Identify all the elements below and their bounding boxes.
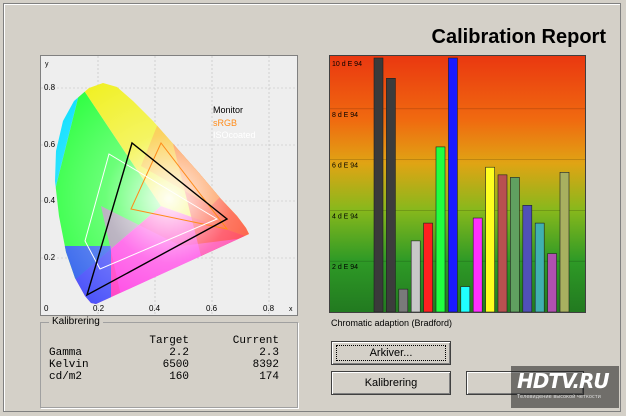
row-current: 174 (259, 371, 279, 383)
y-tick-label: 2 d E 94 (332, 264, 358, 271)
legend-srgb: sRGB (213, 118, 237, 128)
bar (448, 57, 458, 312)
table-row: Kelvin 6500 8392 (49, 359, 279, 371)
isocoated-gamut (84, 153, 219, 270)
bar (559, 172, 570, 312)
x-tick: 0.6 (206, 304, 218, 313)
bar (485, 166, 495, 312)
row-current: 2.3 (259, 347, 279, 359)
bar (460, 286, 471, 312)
bar (522, 205, 533, 312)
x-tick: 0.4 (149, 304, 161, 313)
row-current: 8392 (252, 359, 279, 371)
row-target: 6500 (162, 359, 189, 371)
bar (435, 146, 446, 312)
header-cell (49, 335, 109, 347)
row-target: 160 (169, 371, 189, 383)
x-axis-label: x (289, 306, 293, 313)
bar-chart-caption: Chromatic adaption (Bradford) (331, 318, 453, 328)
bar (423, 222, 433, 312)
cie-diagram: y 0.8 0.6 0.4 0.2 0 0.2 0.4 0.6 0.8 x Mo… (40, 55, 298, 316)
watermark-subtext: Телевидение высокой четкости (517, 394, 601, 400)
table-header: Target Current (49, 335, 279, 347)
y-tick-label: 4 d E 94 (332, 213, 358, 220)
legend-monitor: Monitor (213, 105, 243, 115)
y-tick: 0.4 (44, 196, 56, 205)
y-axis-label: y (45, 61, 49, 68)
group-label: Kalibrering (49, 316, 103, 327)
row-label: Kelvin (49, 359, 89, 371)
bar (472, 217, 483, 312)
focus-ring (336, 345, 446, 361)
header-target: Target (149, 335, 189, 347)
table-row: Gamma 2.2 2.3 (49, 347, 279, 359)
bar (373, 57, 384, 312)
report-window (3, 3, 621, 412)
x-tick: 0.8 (263, 304, 275, 313)
row-label: Gamma (49, 347, 83, 359)
bar-chart-svg: 10 d E 94 8 d E 94 6 d E 94 4 d E 94 2 d E 9… (330, 57, 585, 312)
watermark-logo-text: HDTV.RU (517, 369, 610, 393)
hdtv-watermark: HDTV.RU Телевидение высокой четкости (511, 366, 619, 408)
kalibrering-group: Kalibrering Target Current Gamma 2.2 2.3… (40, 316, 298, 408)
y-tick: 0.8 (44, 83, 56, 92)
page-title: Calibration Report (431, 26, 606, 48)
legend-isocoated: ISOcoated (213, 130, 256, 140)
header-current: Current (232, 335, 279, 347)
bar (510, 177, 520, 312)
delta-e-chart: 10 d E 94 8 d E 94 6 d E 94 4 d E 94 2 d E 9… (329, 55, 586, 313)
bar (410, 240, 421, 312)
row-target: 2.2 (169, 347, 189, 359)
y-tick: 0.2 (44, 253, 56, 262)
x-tick: 0.2 (93, 304, 105, 313)
cie-svg: y 0.8 0.6 0.4 0.2 0 0.2 0.4 0.6 0.8 x Mo… (41, 56, 297, 315)
bar (386, 78, 396, 312)
monitor-gamut (85, 141, 229, 297)
bar (497, 174, 508, 312)
calibration-table: Target Current Gamma 2.2 2.3 Kelvin 6500… (49, 335, 279, 383)
kalibrering-button[interactable]: Kalibrering (331, 371, 451, 395)
bar (547, 253, 557, 312)
row-label: cd/m2 (49, 371, 83, 383)
spectral-locus (55, 83, 249, 304)
bar (398, 288, 409, 312)
kalibrering-button-label: Kalibrering (364, 377, 418, 389)
bar (534, 222, 545, 312)
table-row: cd/m2 160 174 (49, 371, 279, 383)
x-tick: 0 (44, 304, 49, 313)
bar-ticks: 10 d E 94 8 d E 94 6 d E 94 4 d E 94 2 d E 9… (332, 61, 362, 271)
y-tick: 0.6 (44, 140, 56, 149)
bar-marks (373, 57, 570, 312)
arkiver-button-label: Arkiver... (369, 347, 413, 359)
y-tick-label: 6 d E 94 (332, 163, 358, 170)
y-tick-label: 8 d E 94 (332, 112, 358, 119)
arkiver-button[interactable]: Arkiver... (331, 341, 451, 365)
y-tick-label: 10 d E 94 (332, 61, 362, 68)
